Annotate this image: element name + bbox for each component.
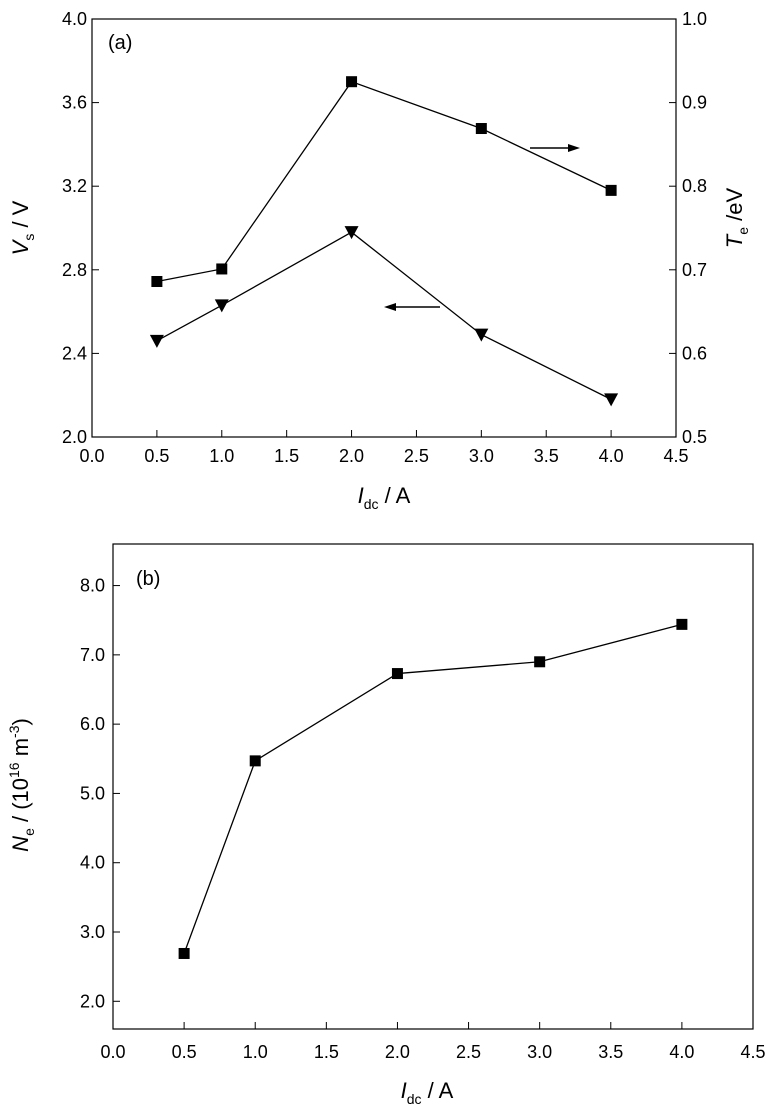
x-tick-label: 1.0: [209, 446, 234, 466]
vs-series-point: [149, 334, 164, 348]
te-series-point: [346, 76, 358, 88]
te-series-point: [605, 184, 617, 196]
x-tick-label: 0.5: [144, 446, 169, 466]
y-tick-label: 1.0: [682, 9, 707, 29]
panel-a-arrow-to-left-axis: [384, 303, 440, 311]
ne-series-point: [391, 668, 403, 680]
panel-b-series: [178, 618, 688, 959]
vs-series-point: [604, 393, 619, 407]
x-tick-label: 0.0: [100, 1042, 125, 1062]
x-tick-label: 3.0: [469, 446, 494, 466]
y-tick-label: 4.0: [80, 853, 105, 873]
y-tick-label: 3.0: [80, 922, 105, 942]
x-tick-label: 1.5: [314, 1042, 339, 1062]
ne-series-point: [249, 755, 261, 767]
y-tick-label: 0.6: [682, 343, 707, 363]
te-series-point: [475, 123, 487, 135]
vs-series-point: [474, 328, 489, 342]
x-tick-label: 4.5: [663, 446, 688, 466]
panel-a-x-axis-label: Idc / A: [358, 483, 411, 512]
y-tick-label: 0.9: [682, 93, 707, 113]
te-series-point: [216, 263, 228, 275]
y-tick-label: 2.4: [62, 343, 87, 363]
ne-series-line: [183, 623, 683, 954]
x-tick-label: 3.0: [527, 1042, 552, 1062]
x-tick-label: 2.0: [339, 446, 364, 466]
panel-a-x-ticks: 0.0 0.5 1.0 1.5 2.0 2.5 3.0 3.5 4.0 4.5: [79, 430, 689, 466]
te-series-line: [156, 80, 612, 283]
x-tick-label: 2.5: [404, 446, 429, 466]
panel-a-left-y-axis-label: Vs / V: [8, 200, 37, 255]
x-tick-label: 4.5: [740, 1042, 765, 1062]
panel-b-chart: (b) 0.0 0.5 1.0 1.5 2.0 2.5 3.0 3.5 4.0 4.5 2.0 3.…: [6, 543, 766, 1107]
x-tick-label: 1.5: [274, 446, 299, 466]
vs-series-point: [214, 299, 229, 313]
panel-a-tag: (a): [108, 32, 132, 54]
panel-a-series: [149, 76, 619, 407]
y-tick-label: 8.0: [80, 576, 105, 596]
x-tick-label: 3.5: [534, 446, 559, 466]
panel-a-right-y-axis-label: Te /eV: [722, 187, 751, 248]
y-tick-label: 3.2: [62, 176, 87, 196]
ne-series-point: [178, 947, 190, 959]
panel-b-tag: (b): [136, 568, 160, 590]
vs-series-point: [344, 226, 359, 240]
panel-a-right-y-ticks: 0.5 0.6 0.7 0.8 0.9 1.0: [669, 9, 707, 447]
x-tick-label: 2.0: [385, 1042, 410, 1062]
y-tick-label: 0.8: [682, 176, 707, 196]
x-tick-label: 0.0: [79, 446, 104, 466]
y-tick-label: 2.8: [62, 260, 87, 280]
y-tick-label: 5.0: [80, 783, 105, 803]
x-tick-label: 1.0: [243, 1042, 268, 1062]
panel-a-left-y-ticks: 2.0 2.4 2.8 3.2 3.6 4.0: [62, 9, 99, 447]
panel-a-arrow-to-right-axis: [530, 144, 580, 152]
y-tick-label: 0.7: [682, 260, 707, 280]
vs-series-line: [156, 231, 612, 400]
panel-b-plot-frame: [112, 543, 754, 1030]
y-tick-label: 7.0: [80, 645, 105, 665]
y-tick-label: 0.5: [682, 427, 707, 447]
panel-b-x-ticks: 0.0 0.5 1.0 1.5 2.0 2.5 3.0 3.5 4.0 4.5: [100, 1022, 766, 1062]
y-tick-label: 2.0: [62, 427, 87, 447]
x-tick-label: 2.5: [456, 1042, 481, 1062]
te-series-point: [151, 276, 163, 288]
panel-a-chart: (a) 0.0 0.5 1.0 1.5 2.0 2.5 3.0 3.5 4.0 4.5 2.02.…: [8, 9, 751, 512]
y-tick-label: 4.0: [62, 9, 87, 29]
panel-a-plot-frame: [91, 18, 677, 438]
y-tick-label: 3.6: [62, 93, 87, 113]
ne-series-point: [534, 656, 546, 668]
x-tick-label: 4.0: [669, 1042, 694, 1062]
panel-b-y-axis-label: Ne / (1016 m-3): [6, 718, 37, 852]
panel-b-x-axis-label: Idc / A: [401, 1078, 454, 1107]
ne-series-point: [676, 618, 688, 630]
x-tick-label: 0.5: [172, 1042, 197, 1062]
y-tick-label: 6.0: [80, 714, 105, 734]
panel-b-y-ticks: 2.0 3.0 4.0 5.0 6.0 7.0 8.0: [80, 576, 120, 1011]
x-tick-label: 4.0: [599, 446, 624, 466]
x-tick-label: 3.5: [598, 1042, 623, 1062]
y-tick-label: 2.0: [80, 991, 105, 1011]
